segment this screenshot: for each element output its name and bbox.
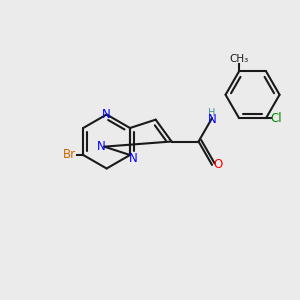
Text: Cl: Cl (270, 112, 282, 124)
Text: N: N (129, 152, 137, 166)
Text: N: N (97, 140, 106, 153)
Text: N: N (102, 108, 111, 121)
Text: CH₃: CH₃ (230, 54, 249, 64)
Text: N: N (208, 112, 216, 126)
Text: Br: Br (63, 148, 76, 161)
Text: O: O (213, 158, 223, 171)
Text: H: H (208, 108, 216, 118)
